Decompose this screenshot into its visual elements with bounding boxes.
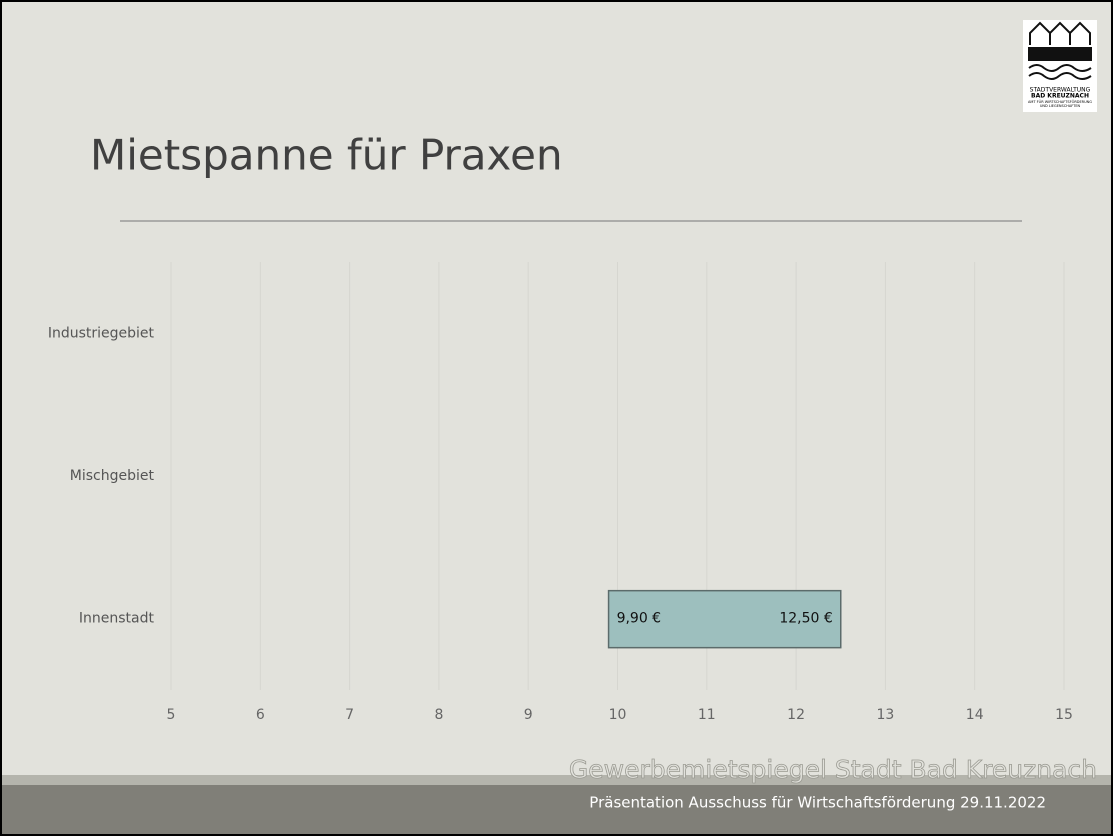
plot: 5 6 7 8 9 10 11 12 13 14 15 Industriegebiet Mischgeb… xyxy=(48,262,1073,723)
logo-text: STADTVERWALTUNG xyxy=(1030,87,1091,94)
footer-title: Gewerbemietspiegel Stadt Bad Kreuznach xyxy=(569,755,1097,784)
x-tick-label: 13 xyxy=(876,707,894,723)
range-bar xyxy=(607,589,842,649)
logo-text: UND LIEGENSCHAFTEN xyxy=(1040,104,1081,108)
logo-text: BAD KREUZNACH xyxy=(1031,93,1089,100)
x-tick-label: 6 xyxy=(256,707,265,723)
y-tick-label: Mischgebiet xyxy=(70,468,155,484)
x-tick-label: 9 xyxy=(524,707,533,723)
x-tick-label: 5 xyxy=(167,707,176,723)
value-label: 9,90 € xyxy=(617,611,662,627)
x-tick-label: 15 xyxy=(1055,707,1073,723)
x-tick-label: 14 xyxy=(966,707,984,723)
logo-icon xyxy=(1028,21,1092,80)
x-tick-label: 12 xyxy=(787,707,805,723)
x-tick-label: 10 xyxy=(609,707,627,723)
y-tick-label: Innenstadt xyxy=(79,611,155,627)
footer-subtitle: Präsentation Ausschuss für Wirtschaftsfö… xyxy=(589,794,1046,812)
footer-band xyxy=(2,785,1111,834)
x-tick-label: 7 xyxy=(345,707,354,723)
value-label: 12,50 € xyxy=(779,611,832,627)
y-tick-label: Industriegebiet xyxy=(48,325,155,341)
x-tick-label: 11 xyxy=(698,707,716,723)
slide-title: Mietspanne für Praxen xyxy=(90,131,563,180)
footer-stripe xyxy=(2,775,1111,785)
x-tick-label: 8 xyxy=(434,707,443,723)
logo-text: AMT FÜR WIRTSCHAFTSFÖRDERUNG xyxy=(1028,99,1092,104)
